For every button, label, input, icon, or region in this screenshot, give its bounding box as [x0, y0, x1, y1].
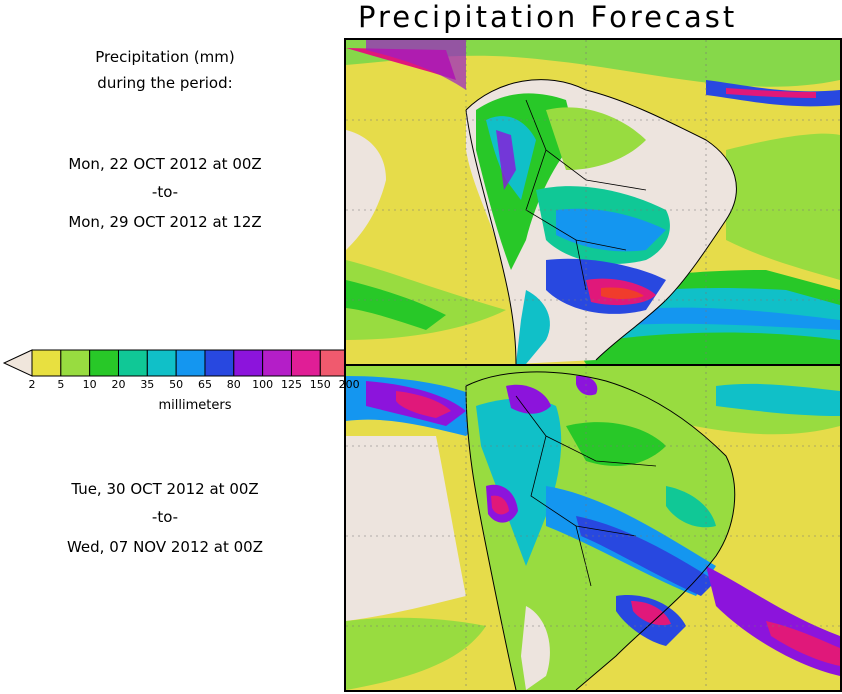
colorbar-tick-label: 100 — [252, 378, 274, 391]
colorbar-tick-label: 150 — [309, 378, 331, 391]
colorbar-swatch — [31, 349, 62, 377]
precipitation-colorbar — [2, 349, 344, 377]
colorbar-swatch — [117, 349, 148, 377]
colorbar-tick-label: 10 — [82, 378, 97, 391]
colorbar-swatch — [262, 349, 292, 377]
header-line-1: Precipitation (mm) — [95, 48, 235, 66]
period2-separator: -to- — [151, 508, 179, 526]
colorbar-swatch — [146, 349, 177, 377]
period1-end: Mon, 29 OCT 2012 at 12Z — [68, 213, 262, 231]
period1-start: Mon, 22 OCT 2012 at 00Z — [68, 155, 262, 173]
header-line-2: during the period: — [97, 74, 233, 92]
colorbar-tick-label: 65 — [197, 378, 212, 391]
page-title: Precipitation Forecast — [358, 0, 738, 34]
colorbar-swatch — [233, 349, 264, 377]
colorbar-swatch — [89, 349, 119, 377]
colorbar-swatch — [175, 349, 206, 377]
period1-separator: -to- — [151, 183, 179, 201]
colorbar-swatch — [60, 349, 91, 377]
colorbar-swatch — [319, 349, 344, 377]
forecast-map-period-2 — [344, 364, 842, 692]
period2-start: Tue, 30 OCT 2012 at 00Z — [71, 480, 259, 498]
colorbar-tick-label: 2 — [28, 378, 36, 391]
colorbar-tick-label: 125 — [280, 378, 302, 391]
colorbar-underflow-arrow — [2, 349, 33, 377]
colorbar-swatch — [290, 349, 321, 377]
colorbar-tick-label: 200 — [338, 378, 360, 391]
colorbar-tick-label: 20 — [111, 378, 126, 391]
colorbar-tick-label: 50 — [169, 378, 184, 391]
forecast-map-period-1 — [344, 38, 842, 366]
colorbar-tick-label: 5 — [57, 378, 65, 391]
colorbar-swatch — [204, 349, 235, 377]
colorbar-tick-label: 35 — [140, 378, 155, 391]
legend-units: millimeters — [158, 398, 232, 413]
period2-end: Wed, 07 NOV 2012 at 00Z — [66, 538, 264, 556]
colorbar-tick-label: 80 — [226, 378, 241, 391]
